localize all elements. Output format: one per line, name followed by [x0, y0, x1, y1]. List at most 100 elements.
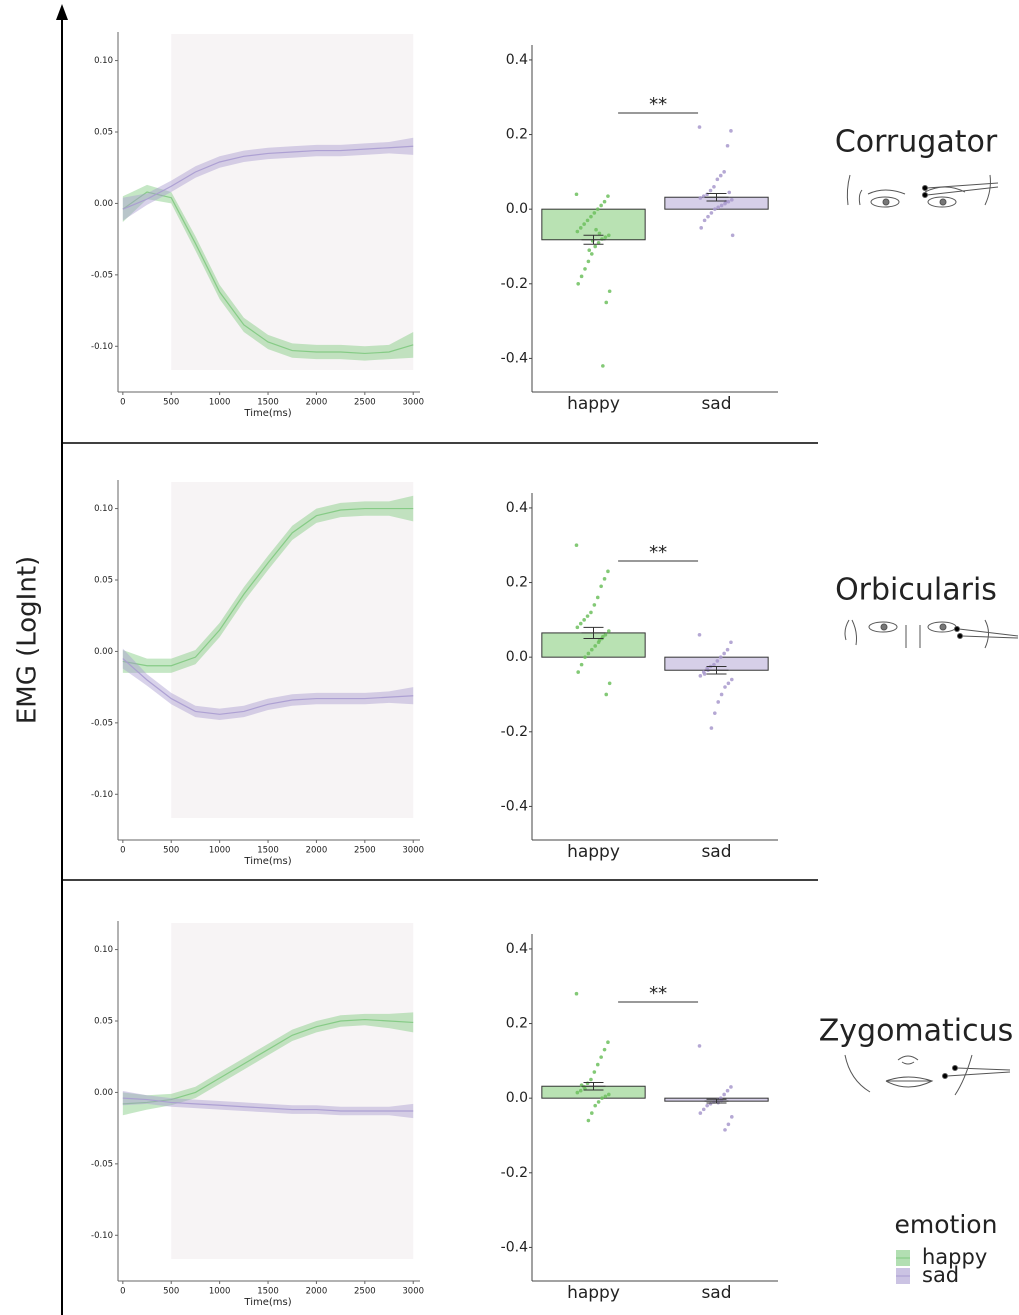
x-tick-label: 1000	[209, 398, 231, 408]
data-point	[575, 229, 580, 234]
data-point	[590, 647, 594, 652]
data-point	[601, 364, 605, 368]
data-point	[718, 173, 723, 178]
x-tick-label: 1000	[209, 846, 231, 856]
line	[122, 1097, 414, 1112]
data-point	[579, 662, 584, 667]
x-tick-label: 2500	[354, 846, 376, 856]
y-tick-label: 0.10	[94, 56, 113, 66]
data-point	[723, 1128, 727, 1132]
data-point	[698, 196, 703, 200]
confidence-ribbon	[122, 137, 414, 221]
data-point	[599, 584, 603, 589]
data-point	[592, 1070, 597, 1074]
data-point	[723, 685, 727, 689]
data-point	[726, 199, 731, 204]
legend-title: emotion	[895, 1210, 998, 1239]
error-bar	[581, 626, 606, 640]
data-point	[595, 207, 600, 211]
muscle-icon	[844, 619, 1019, 649]
data-point	[715, 177, 720, 182]
data-point	[593, 1103, 597, 1108]
data-point	[602, 577, 607, 581]
data-point	[716, 205, 720, 210]
data-point	[607, 681, 612, 686]
data-point	[599, 1055, 603, 1059]
x-axis-label: Time(ms)	[243, 1297, 291, 1308]
data-point	[699, 226, 703, 230]
x-tick-label: 0	[120, 846, 125, 856]
y-tick-label: -0.2	[501, 1165, 528, 1181]
y-tick-label: 0.4	[506, 941, 528, 957]
x-tick-label: 2000	[306, 398, 328, 408]
data-point	[603, 632, 608, 637]
muscle-label: Corrugator	[835, 125, 998, 160]
data-point	[599, 203, 603, 208]
y-tick-label: -0.4	[501, 1239, 528, 1255]
legend-label: happy	[922, 1245, 987, 1269]
x-tick-label: 500	[163, 1287, 179, 1297]
data-point	[719, 692, 724, 697]
data-point	[729, 129, 733, 133]
confidence-ribbon	[122, 495, 414, 673]
y-tick-label: -0.05	[91, 270, 113, 280]
data-point	[602, 1047, 607, 1052]
data-point	[574, 543, 579, 548]
data-point	[585, 1081, 590, 1086]
data-point	[589, 1077, 593, 1082]
data-point	[706, 214, 710, 219]
data-point	[607, 1092, 611, 1097]
x-tick-label: happy	[567, 394, 620, 414]
data-point	[729, 640, 733, 645]
data-point	[709, 211, 714, 215]
data-point	[607, 629, 611, 633]
y-tick-label: -0.4	[501, 798, 528, 814]
data-point	[589, 610, 593, 615]
data-point	[716, 700, 720, 704]
y-tick-label: 0.00	[94, 647, 113, 657]
data-point	[719, 203, 724, 208]
y-tick-label: -0.05	[91, 1159, 113, 1169]
data-point	[592, 211, 597, 215]
data-point	[727, 190, 732, 195]
muscle-label: Orbicularis	[835, 573, 997, 608]
data-point	[698, 674, 703, 678]
y-tick-label: 0.05	[94, 576, 113, 586]
y-tick-label: -0.2	[501, 276, 528, 292]
data-point	[586, 651, 591, 656]
y-axis-label: EMG (LogInt)	[13, 556, 43, 724]
x-tick-label: 1500	[257, 398, 279, 408]
data-point	[596, 240, 601, 245]
y-tick-label: -0.10	[91, 1231, 113, 1241]
muscle-icon	[846, 174, 999, 208]
data-point	[575, 1090, 580, 1095]
x-tick-label: 3000	[402, 1287, 424, 1297]
data-point	[602, 199, 607, 204]
data-point	[575, 625, 580, 630]
data-point	[576, 670, 580, 674]
x-tick-label: 1500	[257, 1287, 279, 1297]
data-point	[606, 569, 610, 574]
data-point	[603, 235, 608, 239]
data-point	[574, 192, 579, 197]
x-tick-label: 1000	[209, 1287, 231, 1297]
error-bar	[581, 1082, 606, 1091]
significance-label: **	[649, 542, 667, 563]
data-point	[708, 188, 713, 193]
y-tick-label: 0.00	[94, 199, 113, 209]
y-tick-label: 0.0	[506, 649, 528, 665]
x-tick-label: 500	[163, 846, 179, 856]
x-tick-label: 2000	[306, 1287, 328, 1297]
y-tick-label: 0.10	[94, 504, 113, 514]
y-tick-label: 0.10	[94, 945, 113, 955]
data-point	[712, 184, 716, 189]
line	[122, 507, 414, 667]
y-tick-label: -0.10	[91, 790, 113, 800]
error-bar	[704, 666, 729, 675]
data-point	[730, 198, 734, 202]
data-point	[698, 1111, 703, 1115]
data-point	[593, 644, 597, 648]
x-tick-label: 3000	[402, 398, 424, 408]
